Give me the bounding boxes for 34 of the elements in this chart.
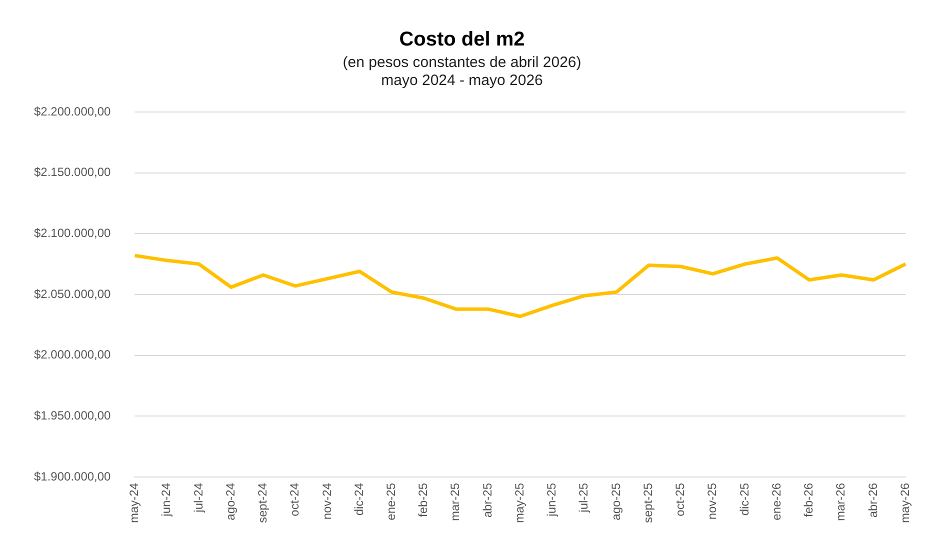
y-tick-label: $2.200.000,00 bbox=[34, 104, 112, 118]
x-tick-label: oct-24 bbox=[288, 482, 302, 516]
x-tick-label: nov-25 bbox=[705, 482, 720, 520]
x-tick-label: jul-25 bbox=[576, 482, 591, 514]
x-tick-label: jun-25 bbox=[544, 482, 559, 518]
y-tick-label: $2.050.000,00 bbox=[34, 286, 112, 301]
x-tick-label: may-25 bbox=[512, 482, 526, 523]
y-tick-label: $2.150.000,00 bbox=[34, 165, 112, 180]
chart-subtitle: (en pesos constantes de abril 2026) mayo 2024 - mayo 2026 bbox=[342, 54, 582, 90]
y-tick-label: $1.950.000,00 bbox=[34, 408, 112, 422]
x-tick-label: dic-25 bbox=[737, 482, 752, 516]
x-tick-label: may-24 bbox=[127, 482, 142, 523]
x-tick-label: dic-24 bbox=[352, 482, 366, 516]
x-tick-label: jun-24 bbox=[159, 482, 174, 518]
y-tick-label: $2.100.000,00 bbox=[34, 226, 112, 240]
x-tick-label: nov-24 bbox=[320, 482, 334, 520]
x-tick-label: may-26 bbox=[898, 482, 912, 523]
x-tick-label: abr-26 bbox=[866, 482, 880, 518]
y-tick-label: $1.900.000,00 bbox=[34, 469, 112, 484]
x-tick-label: ene-26 bbox=[769, 482, 784, 520]
x-tick-label: feb-25 bbox=[416, 482, 430, 518]
x-tick-label: ene-25 bbox=[384, 482, 398, 520]
x-tick-label: mar-25 bbox=[448, 482, 462, 521]
x-tick-label: ago-25 bbox=[608, 482, 623, 520]
x-tick-label: sept-25 bbox=[640, 482, 655, 524]
chart-title: Costo del m2 bbox=[399, 28, 525, 51]
x-tick-label: feb-26 bbox=[802, 482, 816, 518]
x-tick-label: mar-26 bbox=[834, 482, 848, 521]
x-tick-label: sept-24 bbox=[256, 482, 270, 524]
x-tick-label: jul-24 bbox=[191, 482, 206, 514]
x-tick-label: abr-25 bbox=[480, 482, 494, 518]
x-tick-label: ago-24 bbox=[223, 482, 238, 520]
y-tick-label: $2.000.000,00 bbox=[34, 348, 112, 362]
x-tick-label: oct-25 bbox=[673, 482, 688, 516]
